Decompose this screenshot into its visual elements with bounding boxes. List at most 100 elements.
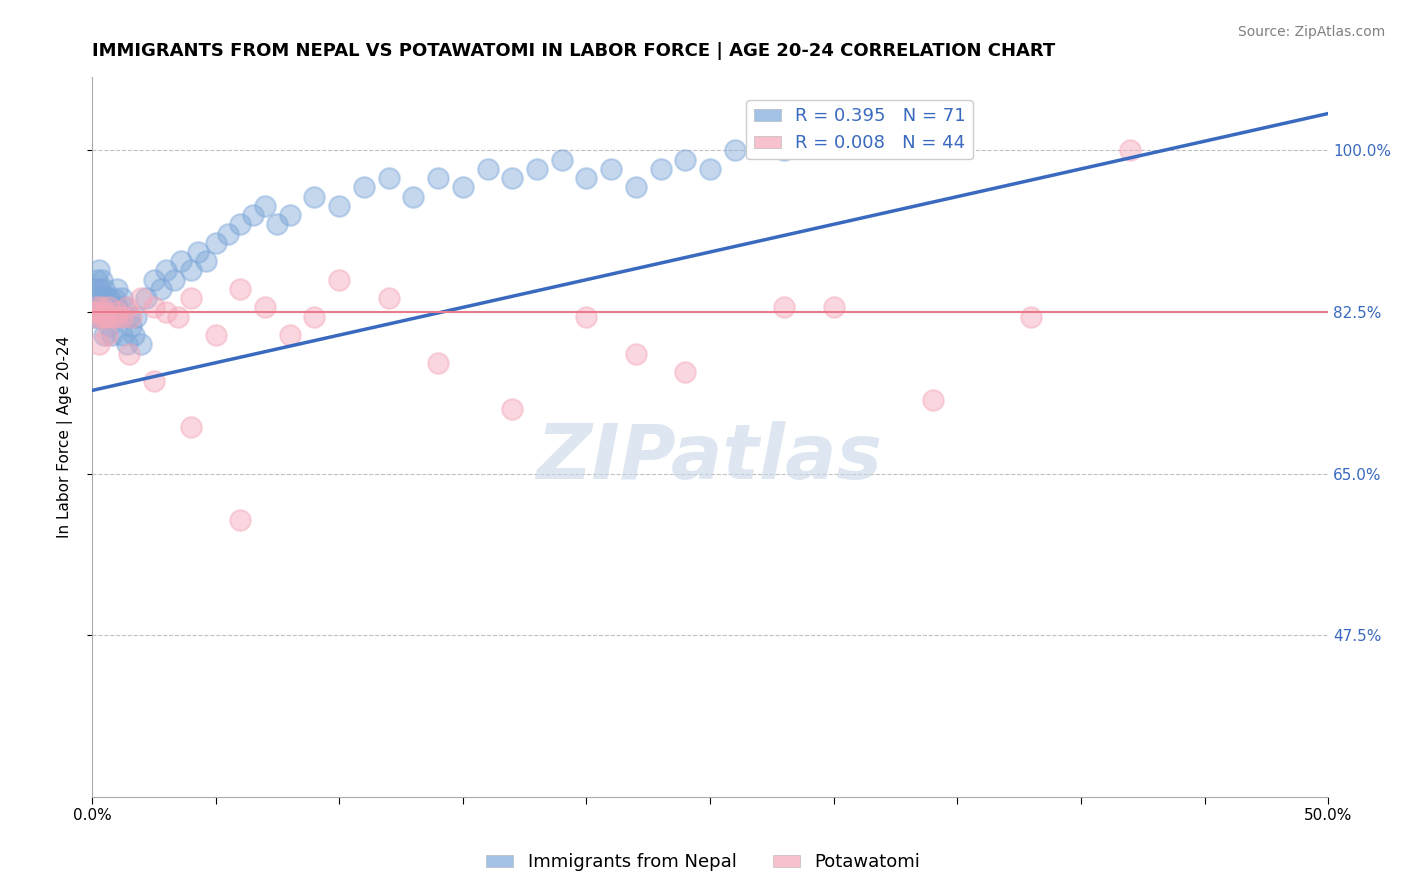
Point — [451, 180, 474, 194]
Point — [229, 513, 252, 527]
Point — [122, 328, 145, 343]
Point — [90, 291, 112, 305]
Point — [131, 337, 153, 351]
Point — [121, 310, 143, 324]
Point — [98, 301, 121, 315]
Point — [229, 282, 252, 296]
Point — [96, 301, 118, 315]
Point — [110, 328, 132, 343]
Point — [155, 263, 177, 277]
Point — [83, 282, 105, 296]
Point — [624, 180, 647, 194]
Point — [328, 273, 350, 287]
Point — [180, 420, 202, 434]
Point — [98, 318, 121, 333]
Point — [253, 199, 276, 213]
Point — [93, 301, 115, 315]
Point — [377, 291, 399, 305]
Point — [266, 217, 288, 231]
Point — [402, 189, 425, 203]
Point — [550, 153, 572, 167]
Point — [217, 227, 239, 241]
Point — [118, 310, 141, 324]
Point — [1119, 144, 1142, 158]
Point — [278, 328, 301, 343]
Point — [98, 291, 121, 305]
Point — [89, 337, 111, 351]
Point — [96, 310, 118, 324]
Point — [103, 291, 125, 305]
Point — [155, 305, 177, 319]
Point — [118, 346, 141, 360]
Point — [89, 282, 111, 296]
Point — [823, 301, 845, 315]
Point — [112, 301, 135, 315]
Point — [575, 171, 598, 186]
Point — [96, 291, 118, 305]
Point — [105, 310, 128, 324]
Point — [86, 301, 108, 315]
Point — [242, 208, 264, 222]
Point — [773, 144, 796, 158]
Point — [96, 328, 118, 343]
Point — [89, 301, 111, 315]
Point — [673, 153, 696, 167]
Point — [278, 208, 301, 222]
Point — [93, 328, 115, 343]
Point — [501, 171, 523, 186]
Legend: Immigrants from Nepal, Potawatomi: Immigrants from Nepal, Potawatomi — [479, 847, 927, 879]
Legend: R = 0.395   N = 71, R = 0.008   N = 44: R = 0.395 N = 71, R = 0.008 N = 44 — [747, 100, 973, 160]
Point — [150, 282, 173, 296]
Point — [194, 254, 217, 268]
Point — [105, 305, 128, 319]
Point — [131, 291, 153, 305]
Point — [204, 235, 226, 250]
Point — [477, 161, 499, 176]
Point — [100, 310, 122, 324]
Point — [204, 328, 226, 343]
Point — [110, 291, 132, 305]
Point — [142, 273, 165, 287]
Point — [96, 310, 118, 324]
Point — [673, 365, 696, 379]
Point — [105, 282, 128, 296]
Point — [83, 310, 105, 324]
Point — [253, 301, 276, 315]
Point — [105, 301, 128, 315]
Point — [142, 374, 165, 388]
Point — [328, 199, 350, 213]
Text: IMMIGRANTS FROM NEPAL VS POTAWATOMI IN LABOR FORCE | AGE 20-24 CORRELATION CHART: IMMIGRANTS FROM NEPAL VS POTAWATOMI IN L… — [91, 42, 1055, 60]
Point — [100, 328, 122, 343]
Point — [187, 245, 209, 260]
Point — [86, 301, 108, 315]
Point — [93, 310, 115, 324]
Point — [125, 310, 148, 324]
Point — [170, 254, 193, 268]
Point — [624, 346, 647, 360]
Text: ZIPatlas: ZIPatlas — [537, 421, 883, 495]
Point — [1021, 310, 1043, 324]
Point — [162, 273, 184, 287]
Point — [575, 310, 598, 324]
Point — [86, 310, 108, 324]
Point — [142, 301, 165, 315]
Point — [921, 392, 943, 407]
Point — [773, 301, 796, 315]
Point — [699, 161, 721, 176]
Point — [90, 310, 112, 324]
Point — [86, 273, 108, 287]
Point — [229, 217, 252, 231]
Point — [93, 305, 115, 319]
Point — [100, 301, 122, 315]
Point — [304, 310, 326, 324]
Point — [90, 301, 112, 315]
Point — [135, 291, 157, 305]
Point — [115, 337, 138, 351]
Point — [93, 282, 115, 296]
Point — [89, 291, 111, 305]
Point — [90, 273, 112, 287]
Point — [600, 161, 623, 176]
Point — [115, 301, 138, 315]
Point — [89, 263, 111, 277]
Point — [427, 356, 450, 370]
